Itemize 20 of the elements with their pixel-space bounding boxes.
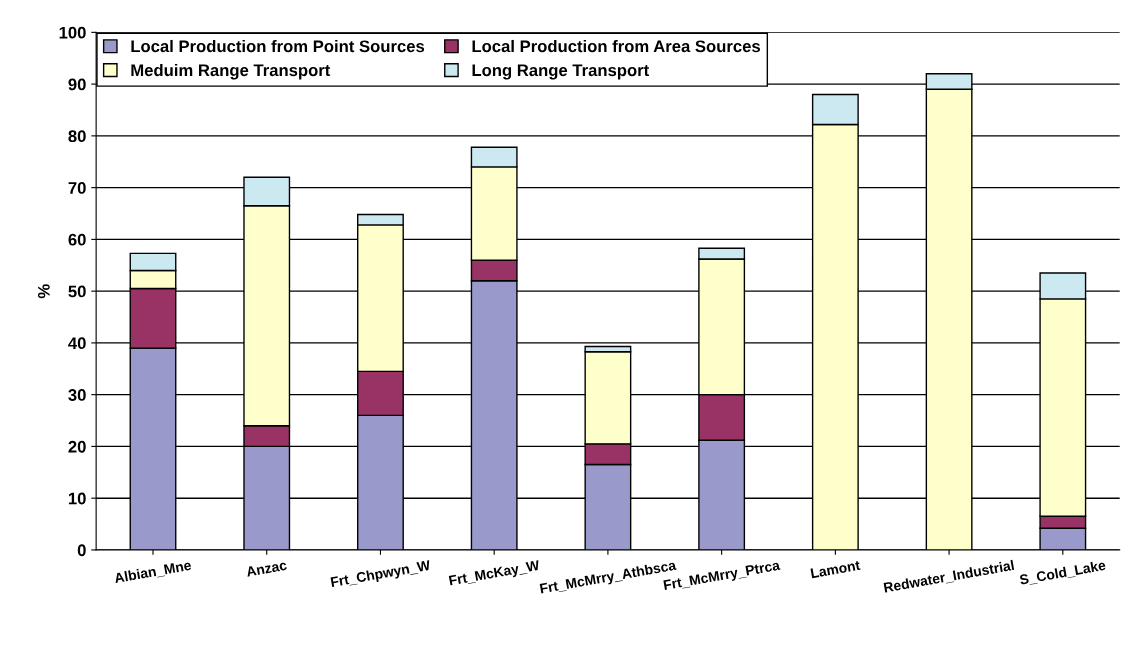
legend-label: Long Range Transport <box>472 64 650 80</box>
y-tick-label: 50 <box>68 285 86 298</box>
y-tick-label: 10 <box>68 492 86 505</box>
y-tick-label: 80 <box>68 130 86 143</box>
y-tick-label: 60 <box>68 233 86 246</box>
x-tick-label: S_Cold_Lake <box>1019 559 1107 587</box>
x-tick-label: Albian_Mne <box>113 559 192 585</box>
y-tick-label: 0 <box>77 544 86 557</box>
y-tick-label: 100 <box>59 26 86 39</box>
y-tick-label: 30 <box>68 389 86 401</box>
y-tick-label: 20 <box>68 440 86 453</box>
y-tick-label: 90 <box>68 78 86 91</box>
y-axis-title: % <box>38 284 50 299</box>
legend-label: Local Production from Area Sources <box>472 39 760 53</box>
x-tick-label: Lamont <box>810 560 861 579</box>
y-tick-label: 70 <box>68 182 86 194</box>
legend-label: Meduim Range Transport <box>131 63 331 80</box>
legend-label: Local Production from Point Sources <box>131 39 425 53</box>
y-tick-label: 40 <box>68 337 86 350</box>
x-tick-label: Anzac <box>245 560 288 577</box>
